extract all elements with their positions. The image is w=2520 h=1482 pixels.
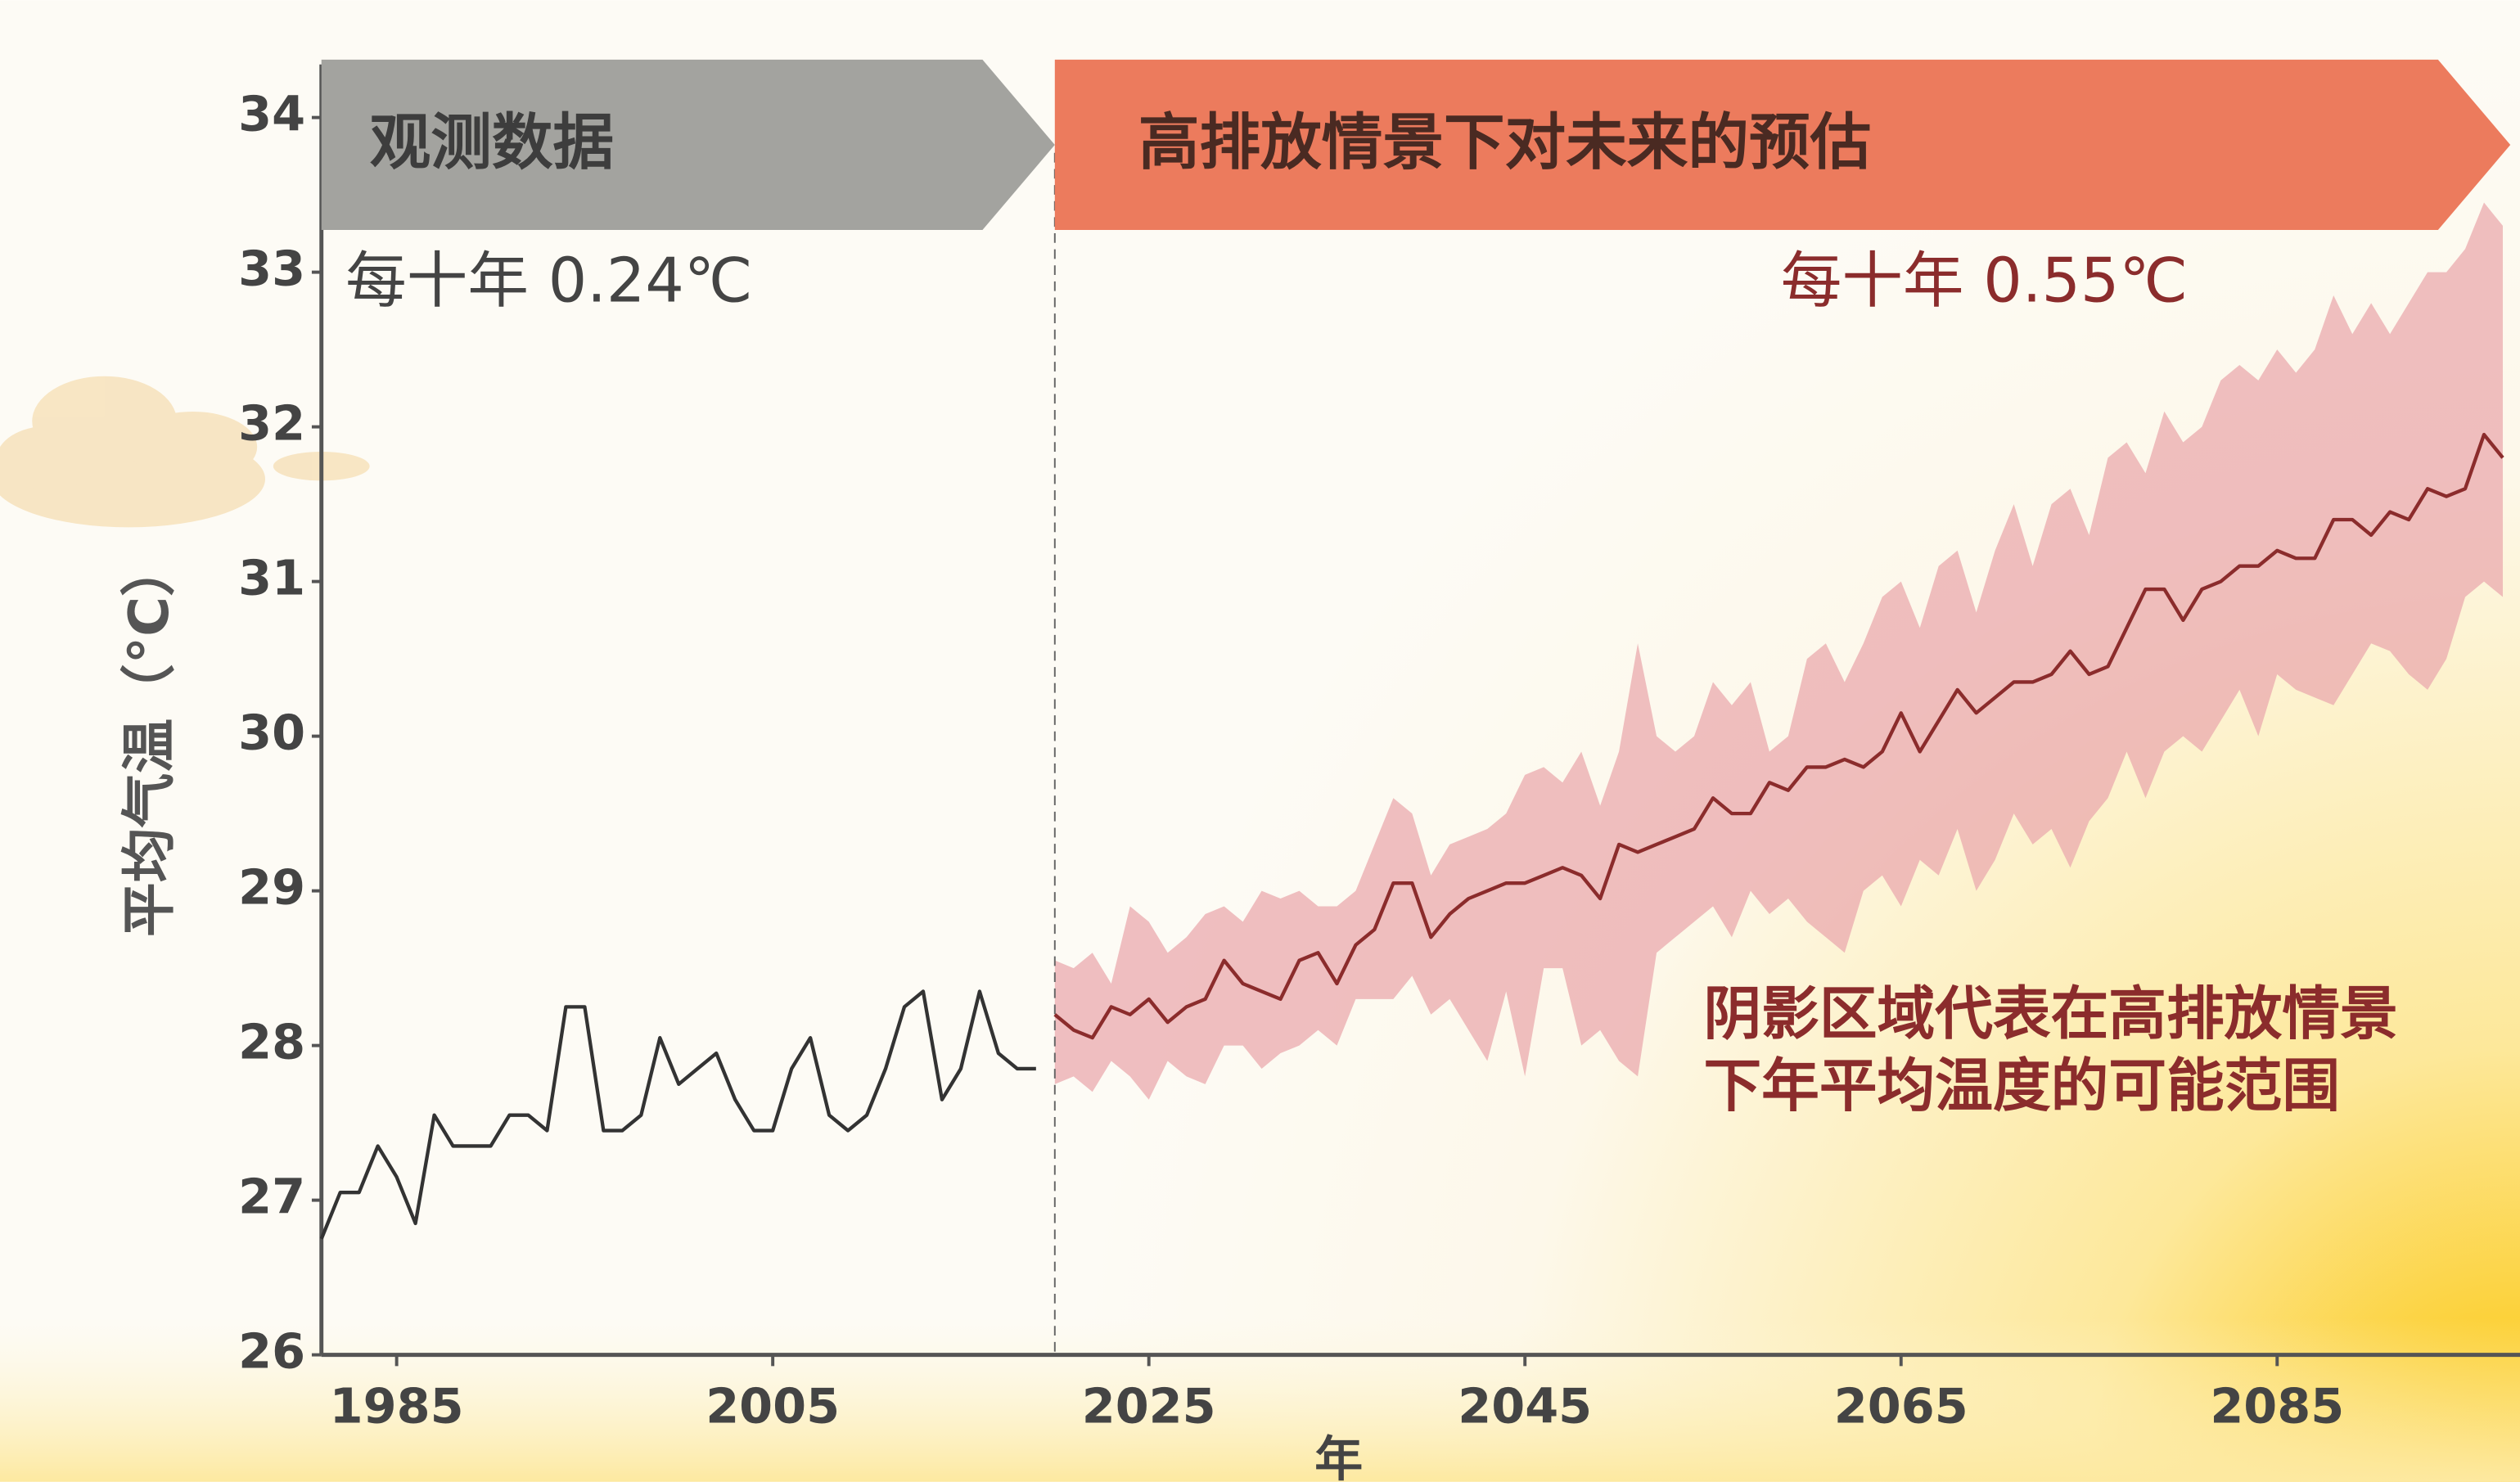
y-tick-label: 31 [238,550,305,606]
series-banner [321,59,1055,231]
x-tick-label: 2085 [2210,1377,2344,1434]
y-tick-label: 30 [238,705,305,761]
plot-area: 26 27 28 29 30 31 32 33 34 1985 2005 2025 2045 2065 20… [238,59,2520,1434]
y-tick-label: 29 [238,859,305,916]
series-line [1053,432,2504,1040]
y-tick-label: 32 [238,395,305,452]
series-name: 高排放情景下对未来的预估 [1138,106,1871,178]
x-tick-label: 1985 [330,1377,464,1434]
x-tick-label: 2065 [1834,1377,1968,1434]
y-tick-label: 33 [238,241,305,297]
background-glow [0,1318,2520,1482]
x-tick-label: 2005 [706,1377,840,1434]
x-tick-label: 2025 [1082,1377,1216,1434]
labels: 平均气温（°C） 年 每十年 0.24℃ 每十年 0.55℃ 阴影区域代表在高排… [117,245,2398,1482]
series-line [319,989,1036,1240]
y-axis-label: 平均气温（°C） [117,542,181,937]
x-axis-label: 年 [1314,1430,1363,1482]
y-tick-label: 26 [238,1323,305,1380]
note: 下年平均温度的可能范围 [1703,1052,2340,1119]
note: 阴影区域代表在高排放情景 [1703,980,2397,1047]
y-tick-label: 34 [238,86,305,142]
series-name: 观测数据 [370,106,614,178]
series-banner [1054,59,2511,231]
annotation: 每十年 0.55℃ [1781,245,2188,316]
annotation: 每十年 0.24℃ [345,245,752,316]
y-tick-label: 28 [238,1014,305,1070]
uncertainty-band [1054,202,2503,1100]
y-tick-label: 27 [238,1169,305,1225]
x-tick-label: 2045 [1458,1377,1592,1434]
cloud [0,376,370,528]
